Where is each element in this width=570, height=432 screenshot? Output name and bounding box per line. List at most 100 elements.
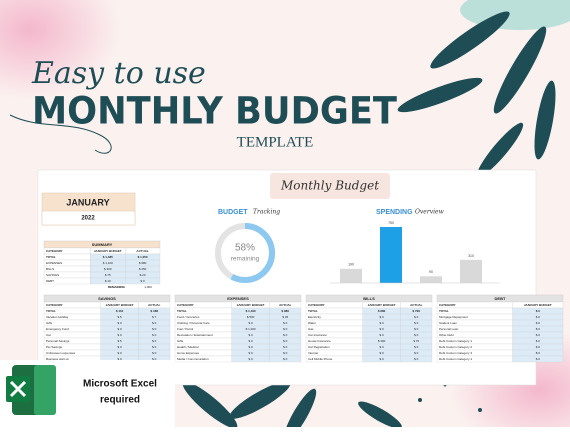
table-title: SAVINGS xyxy=(98,296,116,301)
subtitle: TEMPLATE xyxy=(237,134,314,150)
watercolor xyxy=(0,0,120,100)
cell-text: $ 1,250 xyxy=(138,255,148,259)
cell-text: $ 0 xyxy=(152,357,157,361)
cell-text: Other Debt xyxy=(439,333,454,337)
cell-text: $ 0 xyxy=(414,333,419,337)
cell-text: CATEGORY xyxy=(177,303,194,307)
cell-text: Student Loan xyxy=(439,321,457,325)
cell-text: Pet Savings xyxy=(46,345,63,349)
cell-text: Electricity xyxy=(308,315,321,319)
bar xyxy=(340,268,362,283)
cell xyxy=(125,277,161,285)
main-title: MONTHLY BUDGET xyxy=(32,90,398,133)
cell-text: $ 0 xyxy=(283,327,288,331)
cell-text: $ 0 xyxy=(249,345,254,349)
cell-text: $ 10 xyxy=(105,279,111,283)
cell-text: $ 0 xyxy=(249,321,254,325)
bar-label: 310 xyxy=(468,254,474,258)
cell-text: $ 0 xyxy=(118,333,123,337)
cell-text: $ 680 xyxy=(378,309,386,313)
cell-text: Vacation Holiday xyxy=(46,315,69,319)
cell-text: $ 1,190 xyxy=(246,309,256,313)
cell-text: $ 0 xyxy=(118,327,123,331)
cell-text: $ 20 xyxy=(140,273,146,277)
cell-text: Clothing / Personal Care xyxy=(177,321,210,325)
cell-text: $ 0 xyxy=(536,339,541,343)
cell-text: Business start up xyxy=(46,357,69,361)
cell-text: Internet xyxy=(308,351,318,355)
cell-text: $ 0 xyxy=(152,339,157,343)
cell-text: $ 980 xyxy=(139,261,147,265)
cell-text: $ 70 xyxy=(413,339,419,343)
cell xyxy=(174,337,232,345)
cell-text: $ 0 xyxy=(536,333,541,337)
table-title: BILLS xyxy=(363,296,375,301)
bar-label: 90 xyxy=(429,270,433,274)
cell-text: $ 0 xyxy=(414,345,419,349)
cell-text: Water xyxy=(308,321,316,325)
cell-text: CATEGORY xyxy=(439,303,456,307)
cell-text: $ 0 xyxy=(380,345,385,349)
year-box xyxy=(41,210,136,226)
cell-text: Gifts xyxy=(46,321,53,325)
table-title: SUMMARY xyxy=(92,242,113,247)
cell-text: $ 0 xyxy=(249,333,254,337)
cell-text: TOTAL xyxy=(46,309,56,313)
percent-caption: remaining xyxy=(231,256,260,263)
cell-text: $ 0 xyxy=(536,351,541,355)
budget-script: Tracking xyxy=(253,209,280,216)
cell-text: Debt Custom Category 2 xyxy=(439,345,472,349)
cell-text: ACTUAL xyxy=(410,303,422,307)
cell-text: $ 0 xyxy=(118,357,123,361)
cell-text: $ 0 xyxy=(536,315,541,319)
cell-text: JANUARY BUDGET xyxy=(368,303,396,307)
year: 2022 xyxy=(81,216,95,222)
cell-text: Gifts xyxy=(177,339,184,343)
cell-text: DEBT xyxy=(46,279,54,283)
spending-script: Overview xyxy=(415,209,445,216)
cell-text: $ 300 xyxy=(378,339,386,343)
cell-text: $ 0 xyxy=(152,345,157,349)
cell-text: $ 101 xyxy=(116,309,124,313)
cell-text: $ 790 xyxy=(412,309,420,313)
cell-text: $ 0 xyxy=(414,351,419,355)
cell-text: BILLS xyxy=(46,267,54,271)
cell-text: $ 0 xyxy=(414,357,419,361)
cell-text: $ 0 xyxy=(414,315,419,319)
cell-text: $ 0 xyxy=(152,333,157,337)
cell xyxy=(512,355,564,363)
cell-text: Personal Loan xyxy=(439,327,459,331)
cell-text: ACTUAL xyxy=(279,303,291,307)
cell-text: $ 75 xyxy=(105,273,111,277)
cell-text: $ 0 xyxy=(283,345,288,349)
cell-text: $ 0 xyxy=(536,345,541,349)
cell-text: $ 0 xyxy=(141,279,146,283)
cell-text: $ 300 xyxy=(104,267,112,271)
donut-arc xyxy=(215,223,275,283)
cell-text: JANUARY BUDGET xyxy=(106,303,134,307)
cell-text: Car xyxy=(46,333,51,337)
cell-text: Health / Medical xyxy=(177,345,199,349)
excel-icon-part xyxy=(34,365,56,415)
cell-text: $ 0 xyxy=(152,321,157,325)
cell xyxy=(43,331,101,339)
cell-text: $ 188 xyxy=(150,309,158,313)
cell-text: Recreation / Entertainment xyxy=(177,333,213,337)
percent-label: 58% xyxy=(235,243,255,254)
cell-text: $ 500 xyxy=(247,315,255,319)
cell-text: $ 0 xyxy=(283,321,288,325)
cell-text: TOTAL xyxy=(308,309,318,313)
cell-text: $ 0 xyxy=(283,339,288,343)
cell-text: Debt Custom Category 4 xyxy=(439,357,472,361)
cell-text: Gas xyxy=(308,327,314,331)
cell-text: $ 5 xyxy=(118,339,123,343)
cell xyxy=(400,355,433,363)
cell-text: $ 0 xyxy=(249,351,254,355)
cell-text: $ 0 xyxy=(380,327,385,331)
cell-text: Unforeseen expenses xyxy=(46,351,76,355)
cell-text: CATEGORY xyxy=(46,303,63,307)
cell-text: $ 0 xyxy=(414,321,419,325)
cell-text: $ 980 xyxy=(281,309,289,313)
bar-label: 190 xyxy=(348,263,354,267)
cell-text: $ 1,200 xyxy=(246,327,256,331)
